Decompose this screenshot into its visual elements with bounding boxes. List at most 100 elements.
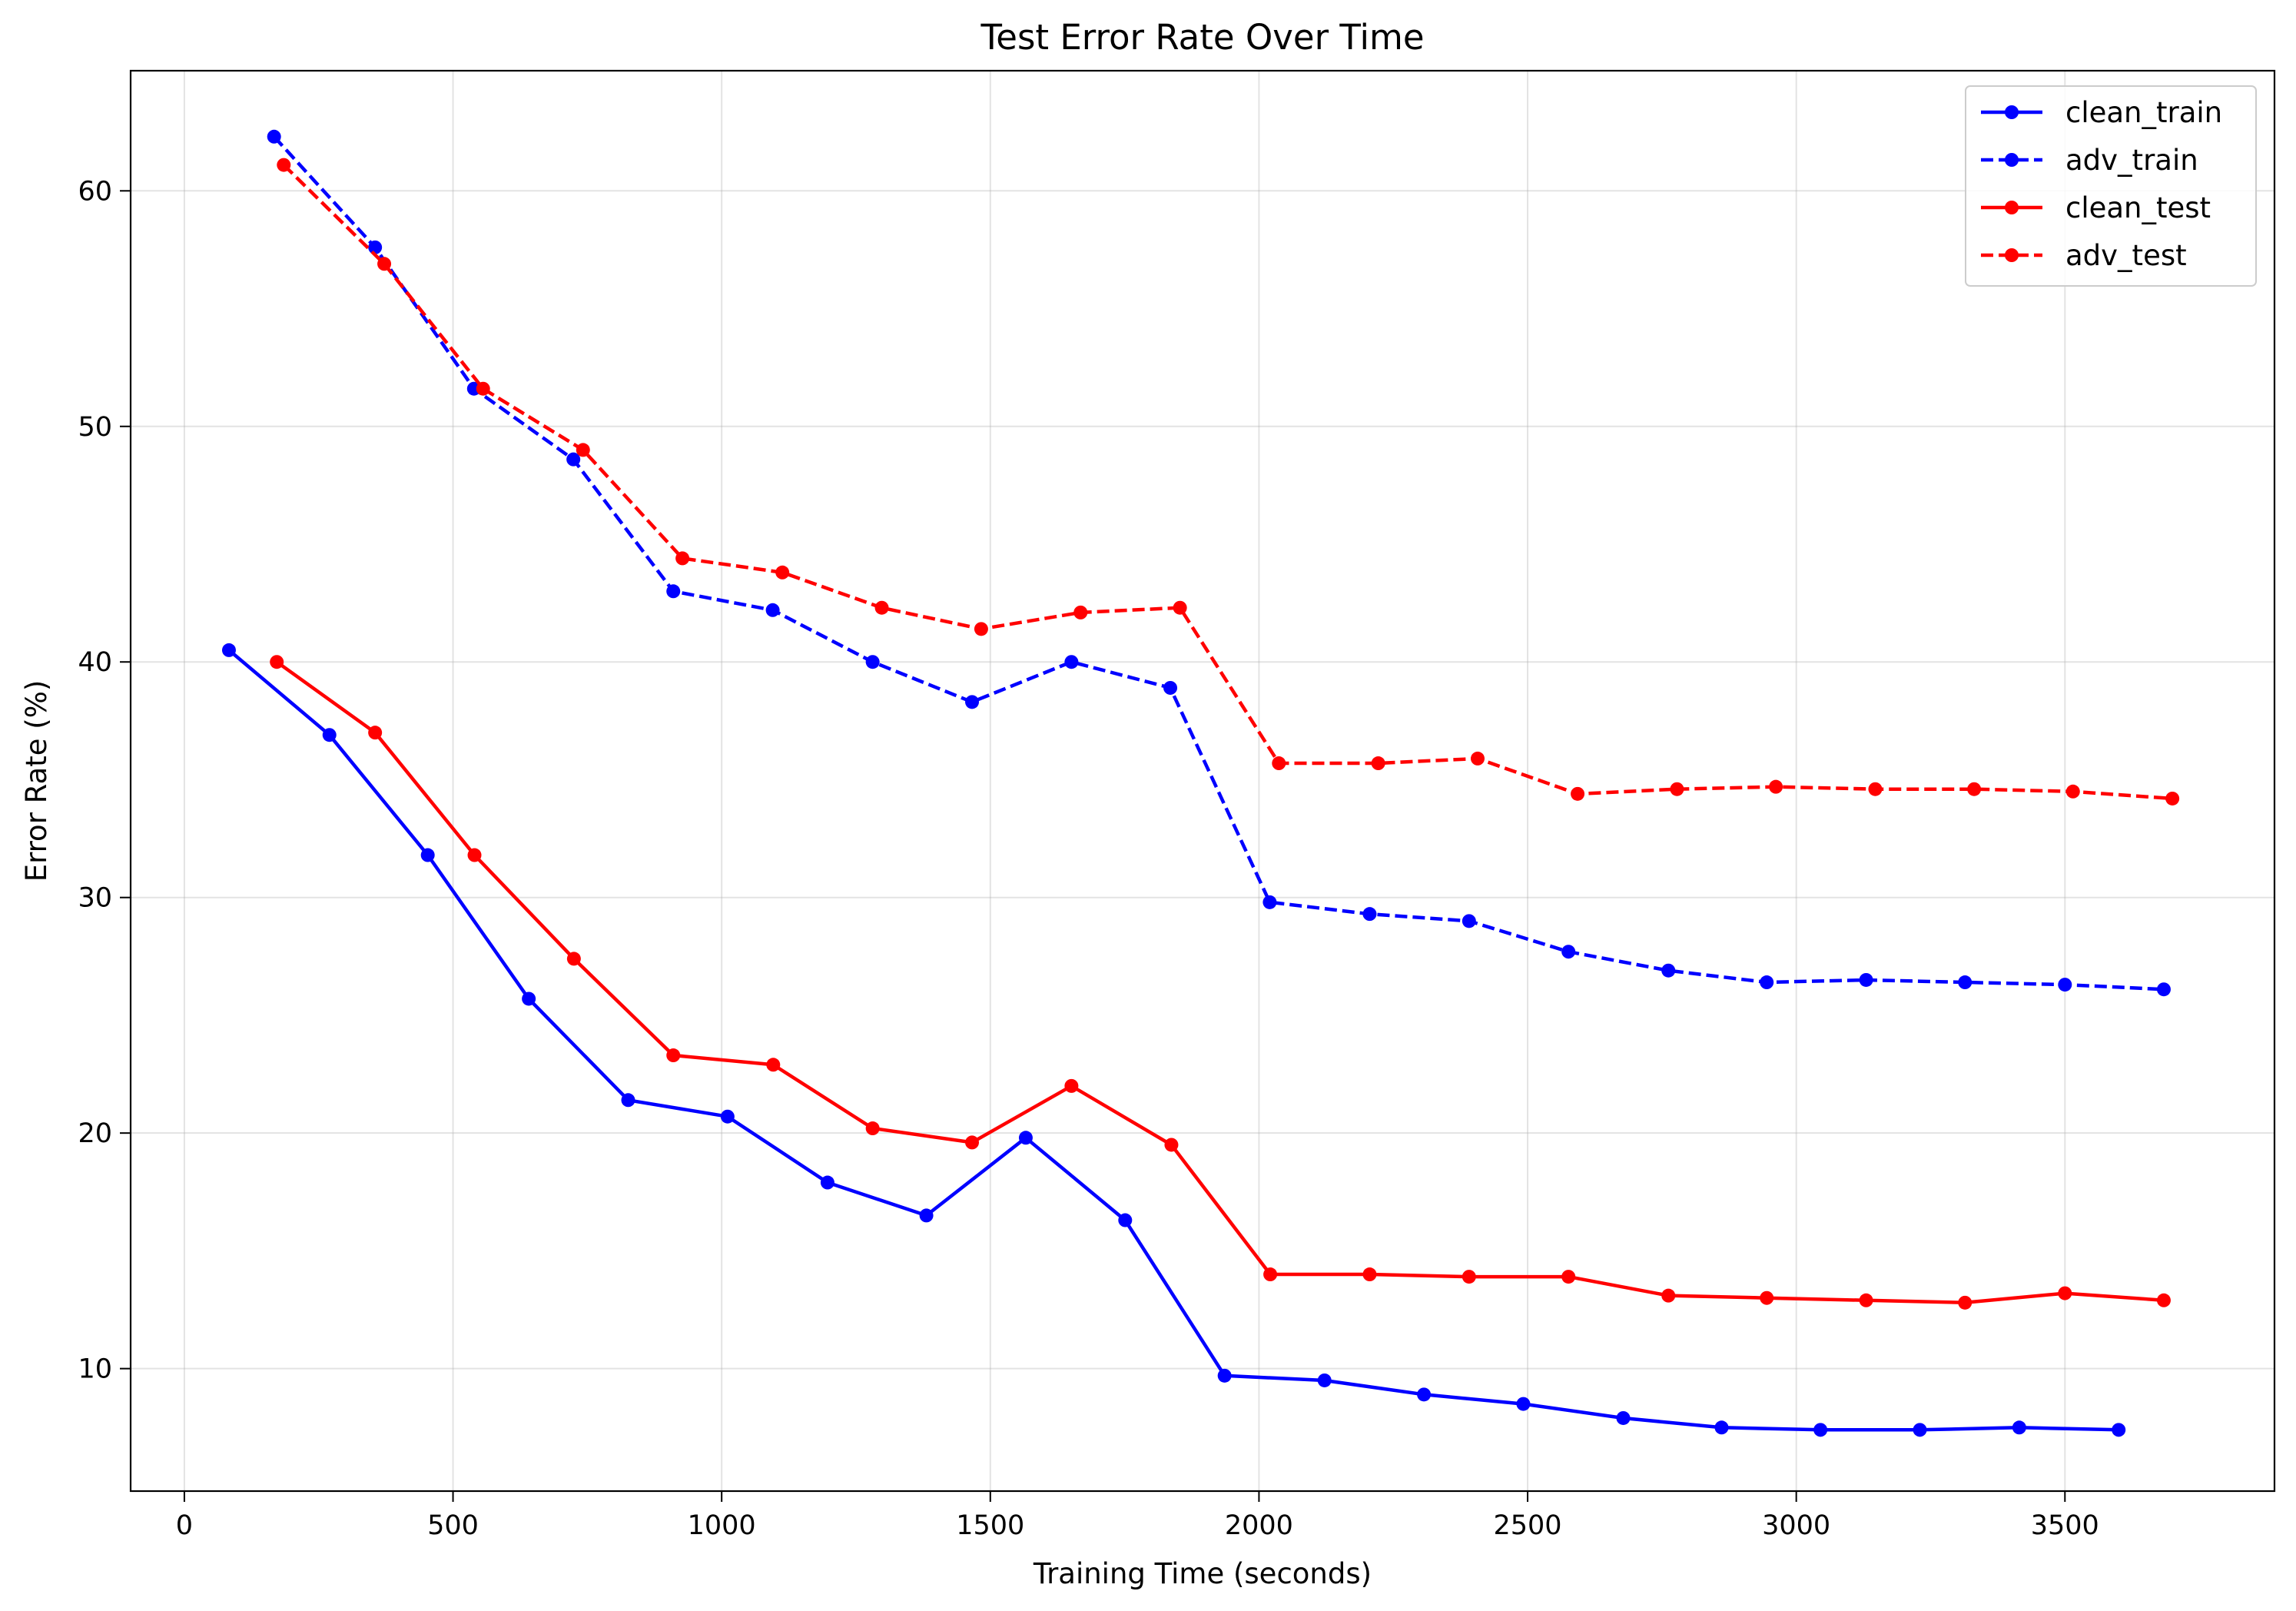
data-point-clean_test: [1859, 1293, 1873, 1307]
data-point-adv_test: [974, 622, 988, 636]
series-clean_test: [270, 655, 2171, 1310]
data-point-clean_train: [1217, 1368, 1232, 1383]
data-point-adv_train: [765, 603, 780, 617]
data-point-adv_train: [1064, 655, 1079, 669]
series-line-clean_train: [227, 649, 2119, 1432]
data-point-adv_train: [1462, 914, 1476, 928]
data-point-clean_test: [666, 1048, 681, 1063]
data-point-clean_train: [1417, 1387, 1432, 1402]
data-point-clean_train: [522, 992, 536, 1006]
data-point-adv_test: [2065, 784, 2080, 799]
data-point-adv_train: [368, 240, 383, 254]
data-point-adv_test: [1371, 756, 1385, 771]
data-point-adv_test: [1571, 786, 1585, 801]
data-point-adv_train: [1362, 907, 1377, 922]
y-tick-label: 10: [78, 1354, 112, 1385]
data-point-clean_test: [1064, 1078, 1079, 1093]
data-point-clean_train: [1616, 1410, 1631, 1425]
x-tick-label: 1000: [688, 1510, 756, 1541]
chart-title: Test Error Rate Over Time: [980, 17, 1424, 58]
data-point-clean_test: [1263, 1267, 1278, 1282]
data-point-clean_train: [820, 1175, 834, 1190]
x-axis-label: Training Time (seconds): [1033, 1557, 1372, 1590]
data-point-adv_test: [775, 565, 790, 580]
series-adv_test: [277, 158, 2180, 806]
data-point-adv_train: [1958, 975, 1973, 990]
x-tick-label: 3000: [1762, 1510, 1830, 1541]
data-point-adv_test: [1967, 782, 1982, 796]
x-tick-label: 2500: [1494, 1510, 1562, 1541]
series-line-adv_train: [273, 135, 2165, 992]
legend-label: clean_test: [2065, 191, 2211, 224]
x-axis: 0 500 1000 1500 2000 2500 3000 3500: [176, 1491, 2099, 1541]
data-point-clean_test: [865, 1121, 880, 1136]
x-tick-label: 2000: [1225, 1510, 1293, 1541]
plot-frame: [129, 69, 2276, 1493]
data-point-adv_train: [1262, 895, 1277, 909]
data-point-adv_test: [1769, 779, 1783, 794]
series-line-adv_test: [282, 163, 2173, 801]
data-point-adv_train: [1561, 945, 1576, 959]
legend-label: clean_train: [2065, 96, 2222, 129]
data-point-clean_train: [1813, 1423, 1828, 1437]
data-point-adv_test: [476, 381, 490, 396]
y-tick-label: 50: [78, 412, 112, 443]
data-point-adv_test: [874, 600, 889, 615]
y-axis: 10 20 30 40 50 60: [78, 176, 131, 1385]
data-point-clean_test: [1561, 1270, 1576, 1284]
y-axis-label: Error Rate (%): [20, 680, 53, 882]
legend-box: [1965, 85, 2257, 287]
data-point-adv_train: [2156, 982, 2171, 997]
x-tick-label: 3500: [2031, 1510, 2099, 1541]
data-point-adv_train: [965, 695, 980, 709]
data-point-adv_train: [2058, 978, 2072, 992]
data-point-adv_train: [1661, 963, 1676, 978]
data-point-adv_test: [675, 551, 690, 566]
data-point-clean_train: [621, 1093, 635, 1108]
data-point-clean_test: [1362, 1267, 1377, 1282]
data-point-clean_train: [1118, 1213, 1133, 1227]
data-point-adv_test: [1173, 600, 1187, 615]
series-adv_train: [267, 129, 2171, 997]
data-point-clean_test: [270, 655, 284, 669]
data-point-adv_test: [377, 257, 392, 271]
data-point-clean_test: [2058, 1286, 2072, 1300]
data-point-clean_test: [566, 952, 581, 966]
data-point-clean_train: [720, 1109, 735, 1124]
data-point-clean_train: [1317, 1373, 1332, 1387]
legend-marker: [2005, 105, 2019, 119]
data-point-adv_test: [1868, 782, 1883, 796]
series-layer: [221, 129, 2180, 1437]
data-point-clean_test: [1661, 1288, 1676, 1303]
data-point-adv_test: [2165, 791, 2180, 806]
data-point-adv_test: [277, 158, 291, 172]
data-point-clean_test: [2156, 1293, 2171, 1307]
y-tick-label: 40: [78, 647, 112, 678]
data-point-adv_test: [1272, 756, 1286, 771]
data-point-adv_train: [1859, 972, 1873, 987]
series-line-clean_test: [275, 660, 2165, 1305]
data-point-clean_test: [1760, 1290, 1774, 1305]
data-point-clean_test: [1164, 1138, 1179, 1152]
data-point-adv_train: [267, 129, 281, 144]
data-point-clean_train: [1516, 1397, 1531, 1411]
data-point-clean_train: [1714, 1420, 1729, 1435]
grid: [131, 71, 2274, 1491]
data-point-adv_test: [576, 443, 590, 457]
data-point-clean_train: [420, 848, 435, 862]
data-point-clean_test: [1958, 1295, 1973, 1310]
data-point-clean_train: [919, 1208, 934, 1223]
legend-label: adv_train: [2065, 144, 2198, 177]
data-point-adv_test: [1471, 751, 1485, 766]
data-point-clean_test: [368, 726, 383, 740]
data-point-clean_train: [221, 643, 236, 657]
y-tick-label: 30: [78, 883, 112, 914]
data-point-clean_train: [2112, 1423, 2126, 1437]
data-point-clean_train: [1018, 1131, 1033, 1145]
data-point-clean_test: [766, 1058, 781, 1072]
data-point-adv_train: [865, 655, 880, 669]
data-point-clean_test: [1462, 1270, 1476, 1284]
data-point-clean_train: [322, 728, 337, 742]
data-point-clean_test: [965, 1135, 980, 1150]
